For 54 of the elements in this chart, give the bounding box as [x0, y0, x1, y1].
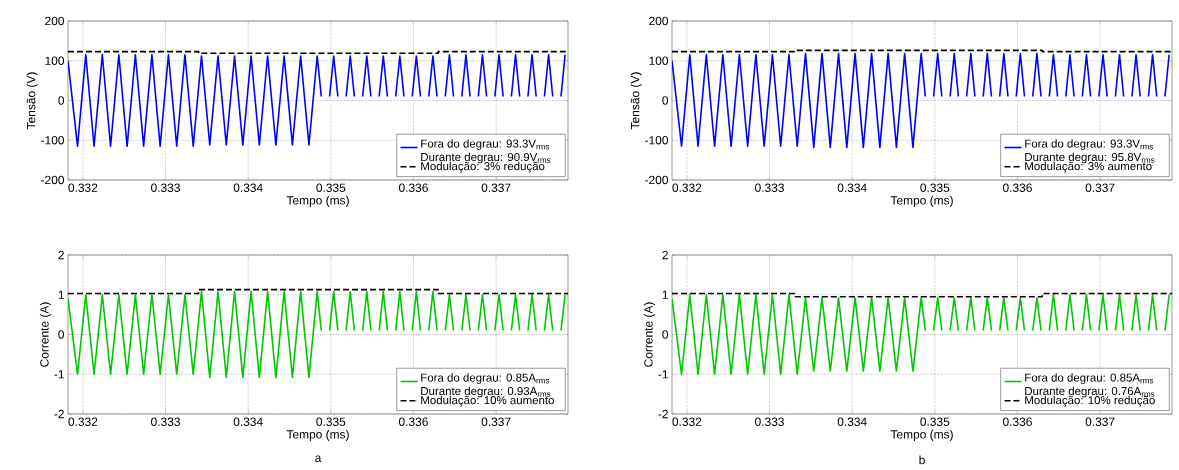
x-tick-label: 0.333 [151, 183, 180, 192]
x-axis-title: Tempo (ms) [286, 429, 349, 441]
x-tick-label: 0.332 [68, 417, 98, 426]
x-tick-label: 0.336 [398, 417, 428, 426]
y-tick-label: -1 [54, 370, 64, 379]
y-tick-label: -100 [41, 136, 65, 145]
x-tick-label: 0.335 [920, 183, 950, 192]
x-axis-title: Tempo (ms) [890, 429, 953, 441]
y-tick-label: -1 [658, 370, 668, 379]
x-tick-label: 0.334 [233, 183, 263, 192]
y-tick-label: 200 [45, 16, 65, 26]
x-tick-label: 0.332 [68, 183, 98, 192]
x-tick-label: 0.335 [316, 183, 346, 192]
y-tick-label: -2 [658, 409, 668, 419]
x-tick-label: 0.335 [316, 417, 346, 426]
y-tick-label: -200 [645, 175, 669, 185]
x-tick-label: 0.333 [755, 183, 784, 192]
y-tick-label: 2 [58, 250, 64, 260]
y-axis-title: Tensão (V) [26, 72, 38, 130]
x-tick-label: 0.335 [920, 417, 950, 426]
y-tick-label: 0 [58, 96, 65, 105]
x-axis-title: Tempo (ms) [286, 195, 349, 207]
y-tick-label: 100 [45, 56, 65, 65]
x-tick-label: 0.332 [672, 183, 702, 192]
y-tick-label: 200 [649, 16, 669, 26]
x-tick-label: 0.336 [398, 183, 428, 192]
text: b [919, 455, 925, 465]
x-tick-label: 0.334 [837, 417, 867, 426]
x-tick-label: 0.337 [481, 417, 511, 426]
x-axis-title: Tempo (ms) [890, 195, 953, 207]
y-tick-label: 100 [649, 56, 669, 65]
x-tick-label: 0.334 [233, 417, 263, 426]
y-tick-label: 1 [58, 290, 64, 299]
y-tick-label: 2 [662, 250, 668, 260]
x-tick-label: 0.334 [837, 183, 867, 192]
text: a [315, 455, 322, 463]
x-tick-label: 0.332 [672, 417, 702, 426]
x-tick-label: 0.337 [481, 183, 511, 192]
y-tick-label: -100 [645, 136, 669, 145]
y-tick-label: 0 [58, 330, 65, 339]
y-tick-label: 0 [662, 330, 669, 339]
x-tick-label: 0.333 [151, 417, 180, 426]
x-tick-label: 0.337 [1085, 183, 1115, 192]
x-tick-label: 0.333 [755, 417, 784, 426]
y-axis-title: Tensão (V) [630, 72, 642, 130]
y-axis-title: Corrente (A) [39, 302, 52, 367]
y-tick-label: -2 [54, 409, 64, 419]
x-tick-label: 0.336 [1002, 183, 1032, 192]
y-tick-label: -200 [41, 175, 65, 185]
y-tick-label: 1 [662, 290, 668, 299]
y-tick-label: 0 [662, 96, 669, 105]
x-tick-label: 0.336 [1002, 417, 1032, 426]
x-tick-label: 0.337 [1085, 417, 1115, 426]
y-axis-title: Corrente (A) [643, 302, 656, 367]
